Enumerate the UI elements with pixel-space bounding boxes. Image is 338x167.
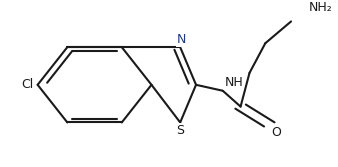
Text: N: N	[177, 33, 187, 46]
Text: Cl: Cl	[21, 78, 33, 91]
Text: O: O	[271, 126, 281, 139]
Text: NH₂: NH₂	[309, 1, 332, 14]
Text: NH: NH	[224, 76, 243, 89]
Text: S: S	[176, 124, 184, 137]
